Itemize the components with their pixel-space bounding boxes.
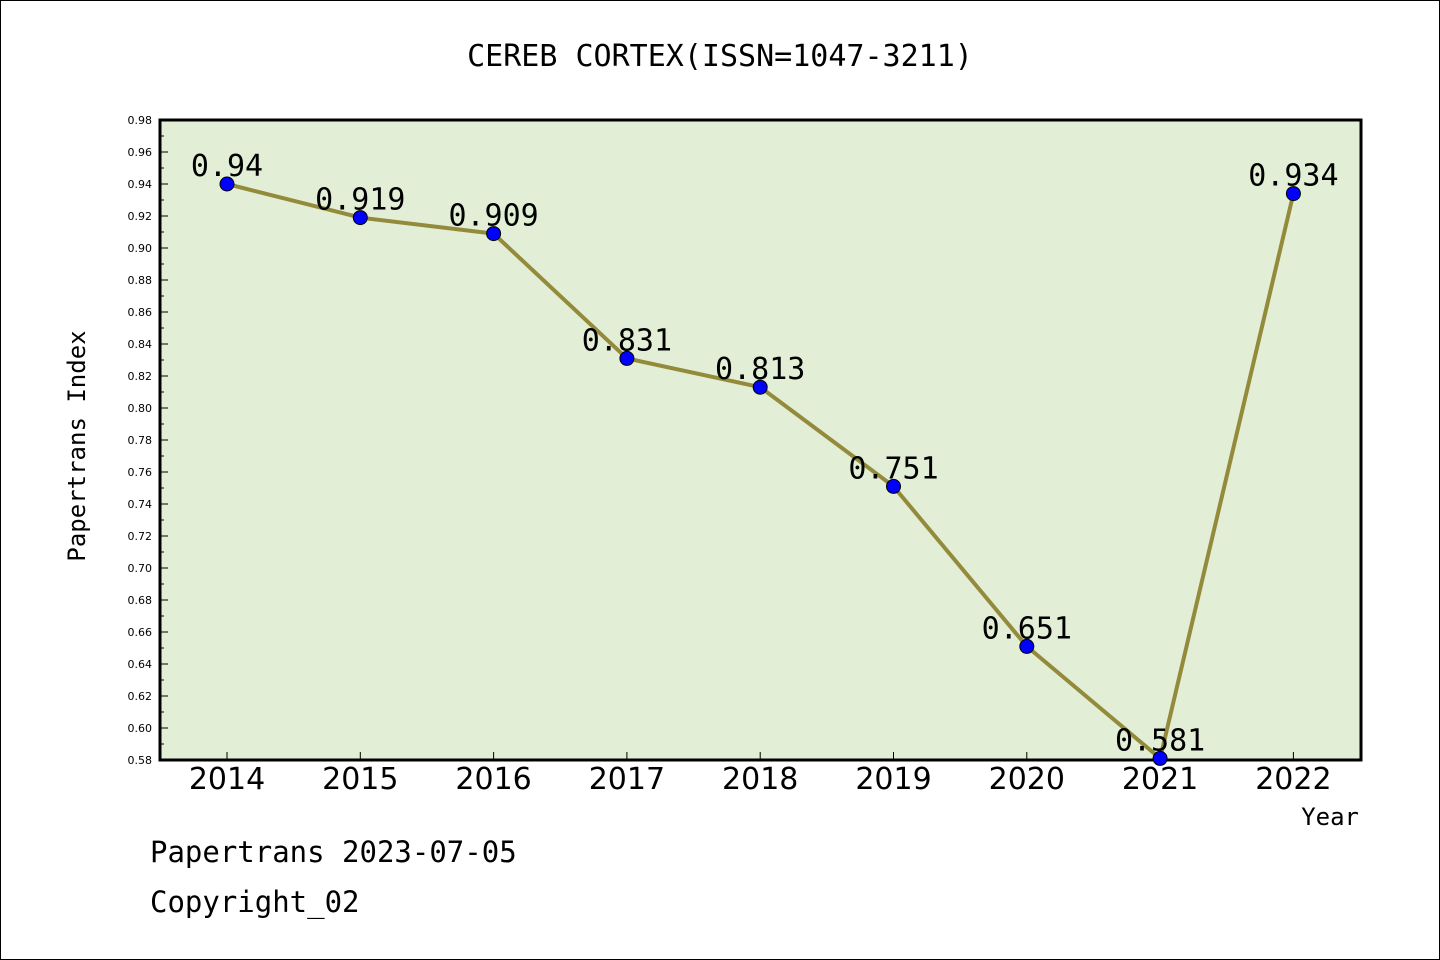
y-tick-label: 0.86 bbox=[128, 306, 153, 319]
y-tick-label: 0.84 bbox=[128, 338, 153, 351]
data-point-marker bbox=[486, 226, 502, 242]
y-tick-label: 0.92 bbox=[128, 210, 153, 223]
data-label: 0.813 bbox=[715, 352, 805, 387]
data-point-marker bbox=[352, 210, 368, 226]
data-point-marker bbox=[1285, 186, 1301, 202]
data-point-marker bbox=[1152, 750, 1168, 766]
y-tick-label: 0.62 bbox=[128, 690, 153, 703]
x-tick-label: 2017 bbox=[589, 762, 665, 797]
chart-title: CEREB CORTEX(ISSN=1047-3211) bbox=[467, 39, 973, 74]
y-tick-label: 0.98 bbox=[128, 114, 153, 127]
y-tick-label: 0.66 bbox=[128, 626, 153, 639]
series-line-segment bbox=[624, 356, 763, 390]
series-line-segment bbox=[1158, 191, 1296, 761]
x-axis-tick-labels: 2014 2015 2016 2017 2018 2019 2020 2021 2022 bbox=[189, 762, 1332, 797]
x-tick-label: 2018 bbox=[722, 762, 798, 797]
series-line-segment bbox=[891, 484, 1029, 649]
data-label: 0.934 bbox=[1248, 159, 1338, 194]
data-label: 0.94 bbox=[191, 149, 263, 184]
data-label: 0.651 bbox=[982, 611, 1072, 646]
y-tick-label: 0.72 bbox=[128, 530, 153, 543]
y-tick-label: 0.64 bbox=[128, 658, 153, 671]
y-tick-label: 0.82 bbox=[128, 370, 153, 383]
y-tick-label: 0.68 bbox=[128, 594, 153, 607]
data-label: 0.581 bbox=[1115, 723, 1205, 758]
y-tick-label: 0.90 bbox=[128, 242, 153, 255]
y-tick-label: 0.94 bbox=[128, 178, 153, 191]
y-tick-label: 0.60 bbox=[128, 722, 153, 735]
series-line-segment bbox=[225, 182, 363, 220]
y-tick-label: 0.78 bbox=[128, 434, 153, 447]
series-line-segment bbox=[1024, 644, 1163, 761]
y-axis-tick-labels: 0.58 0.60 0.62 0.64 0.66 0.68 0.70 0.72 0.74 0.76… bbox=[128, 114, 153, 767]
plot-area bbox=[158, 118, 1363, 762]
x-tick-label: 2016 bbox=[455, 762, 531, 797]
y-tick-label: 0.88 bbox=[128, 274, 153, 287]
footer-copyright-text: Copyright_02 bbox=[150, 885, 360, 919]
x-tick-label: 2020 bbox=[989, 762, 1065, 797]
y-tick-label: 0.96 bbox=[128, 146, 153, 159]
y-axis-label: Papertrans Index bbox=[63, 330, 91, 561]
x-tick-label: 2019 bbox=[855, 762, 931, 797]
y-axis-ticks bbox=[160, 119, 168, 761]
y-tick-label: 0.80 bbox=[128, 402, 153, 415]
x-tick-label: 2021 bbox=[1122, 762, 1198, 797]
x-axis-label: Year bbox=[1301, 803, 1359, 831]
series-line-segment bbox=[358, 215, 496, 236]
x-tick-label: 2022 bbox=[1255, 762, 1331, 797]
data-labels: 0.94 0.919 0.909 0.831 0.813 0.751 0.651 0.581 0… bbox=[191, 149, 1339, 758]
y-tick-label: 0.70 bbox=[128, 562, 153, 575]
data-point-marker bbox=[619, 350, 635, 366]
series-markers bbox=[219, 176, 1301, 766]
data-label: 0.751 bbox=[848, 451, 938, 486]
y-tick-label: 0.58 bbox=[128, 754, 153, 767]
data-label: 0.831 bbox=[582, 323, 672, 358]
data-label: 0.909 bbox=[448, 199, 538, 234]
x-tick-label: 2015 bbox=[322, 762, 398, 797]
data-point-marker bbox=[1019, 638, 1035, 654]
y-tick-label: 0.74 bbox=[128, 498, 153, 511]
series-line-segment bbox=[758, 385, 896, 489]
series-line-segment bbox=[491, 231, 629, 361]
data-point-marker bbox=[752, 379, 768, 395]
footer-date-text: Papertrans 2023-07-05 bbox=[150, 835, 517, 869]
x-tick-label: 2014 bbox=[189, 762, 265, 797]
y-tick-label: 0.76 bbox=[128, 466, 153, 479]
data-point-marker bbox=[886, 478, 901, 494]
data-point-marker bbox=[219, 176, 235, 192]
data-label: 0.919 bbox=[315, 183, 405, 218]
series-lines bbox=[225, 182, 1296, 761]
